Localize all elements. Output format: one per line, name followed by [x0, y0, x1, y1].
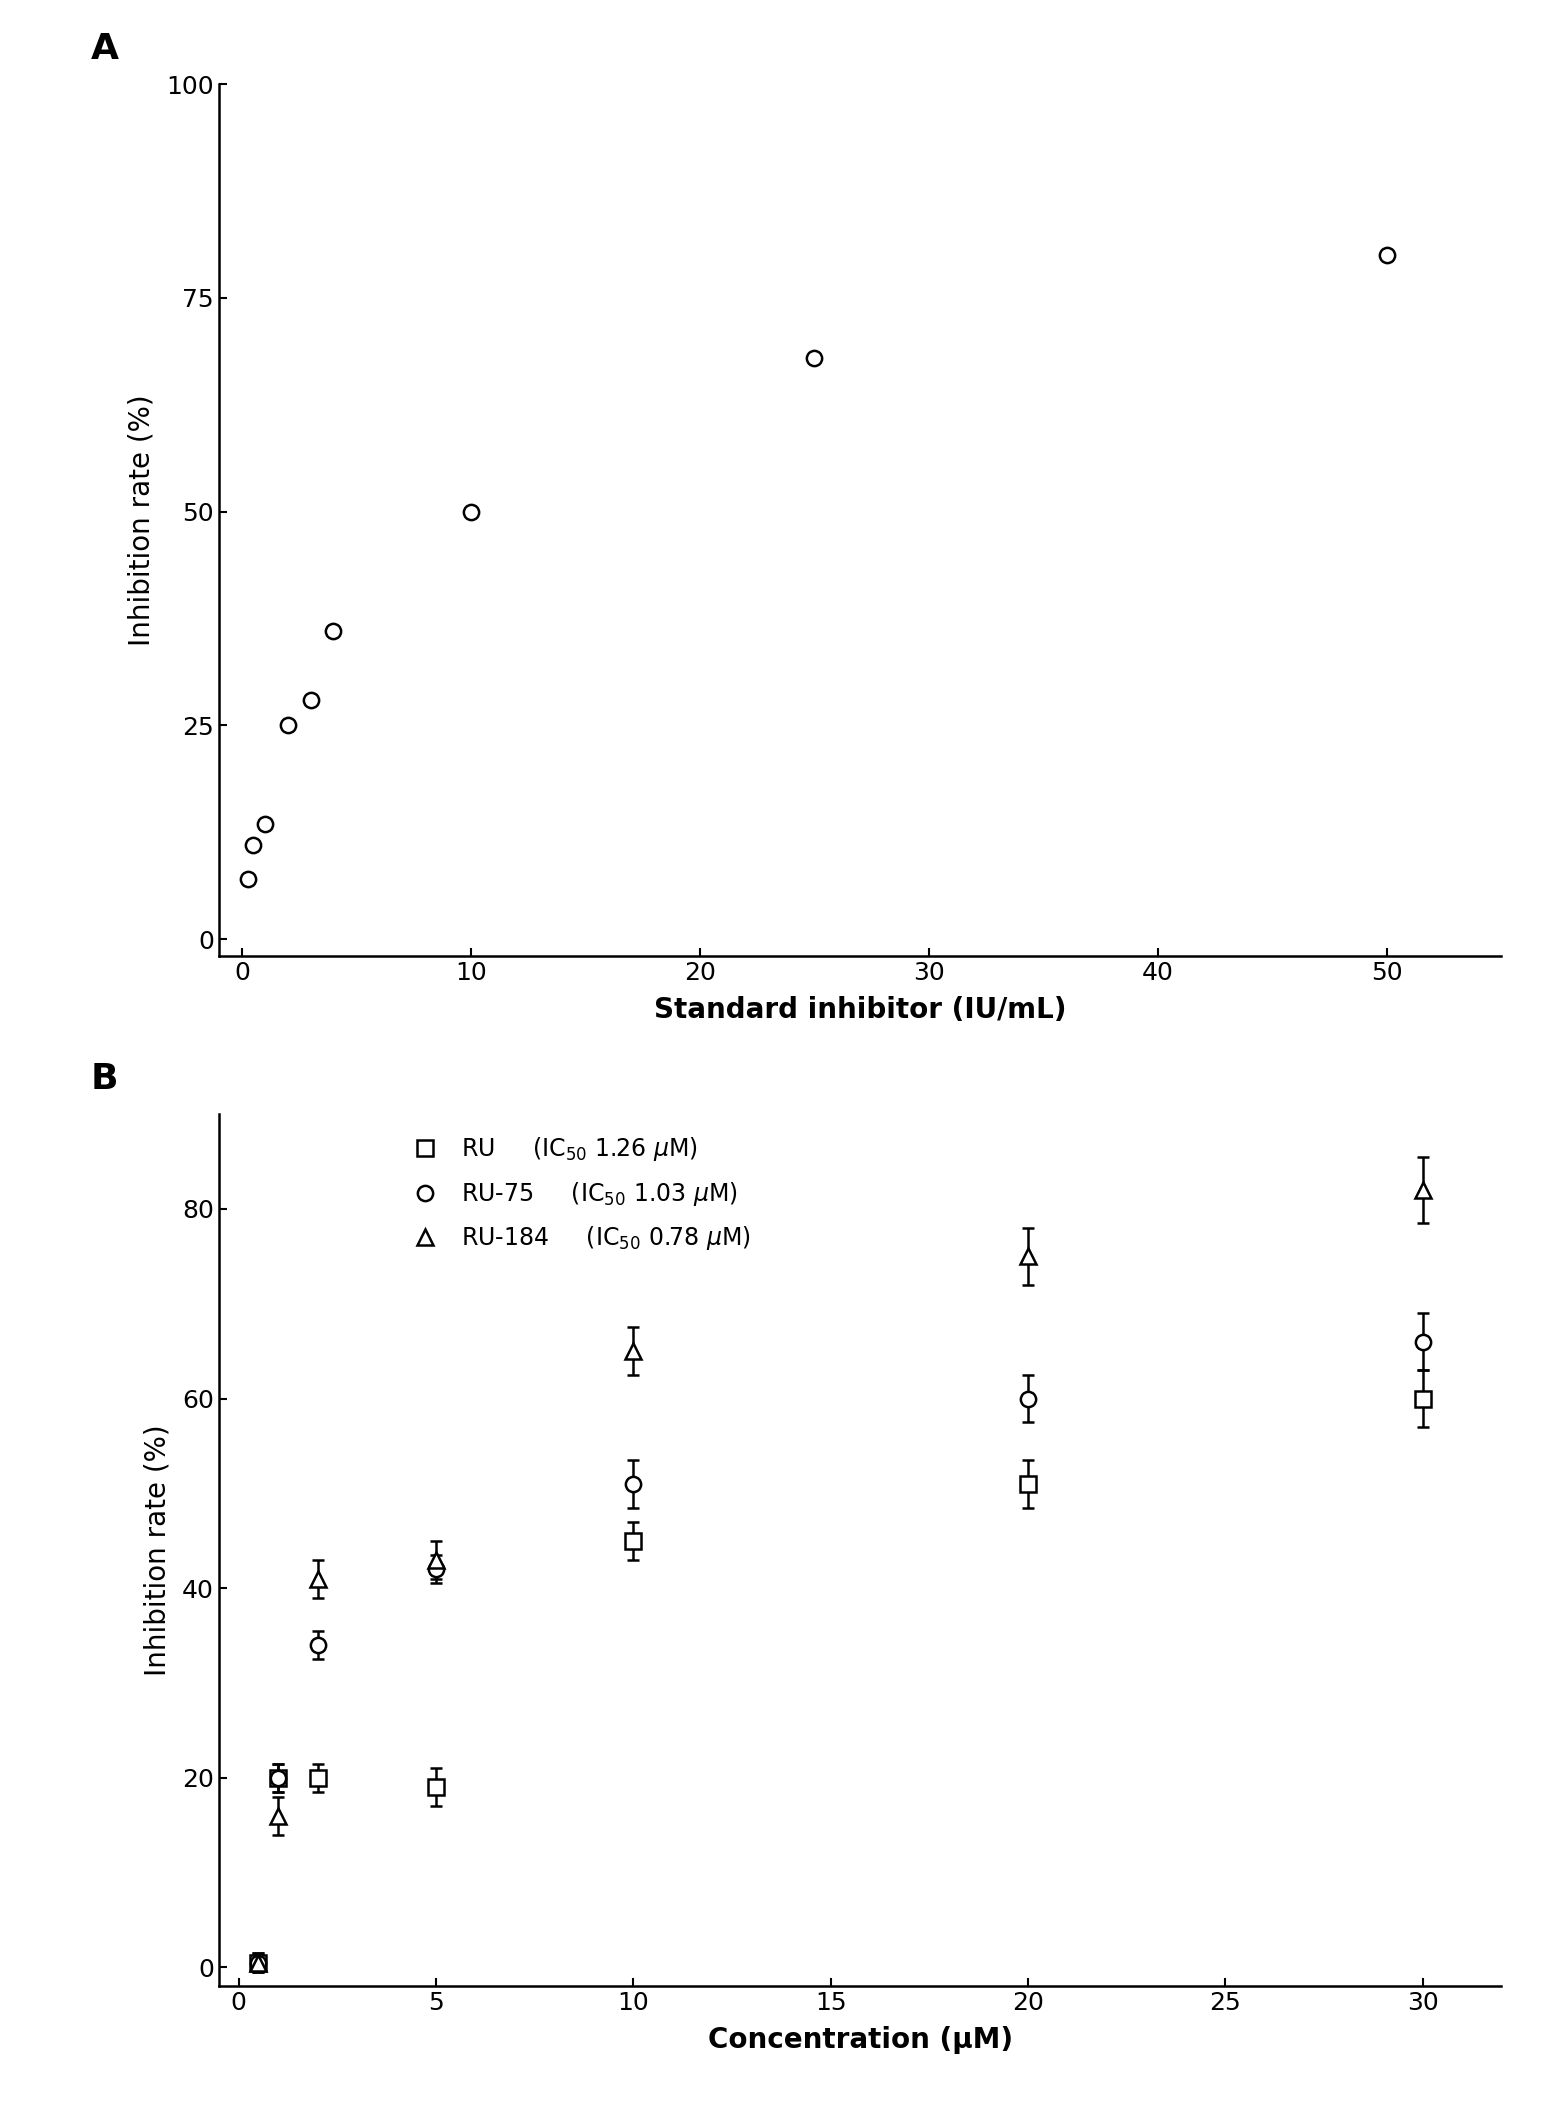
Legend: RU     (IC$_{50}$ 1.26 $\mu$M), RU-75     (IC$_{50}$ 1.03 $\mu$M), RU-184     (I: RU (IC$_{50}$ 1.26 $\mu$M), RU-75 (IC$_{…	[397, 1127, 760, 1261]
Y-axis label: Inhibition rate (%): Inhibition rate (%)	[127, 395, 155, 645]
Text: A: A	[91, 32, 119, 65]
Y-axis label: Inhibition rate (%): Inhibition rate (%)	[144, 1425, 170, 1675]
X-axis label: Concentration (μM): Concentration (μM)	[707, 2026, 1013, 2054]
X-axis label: Standard inhibitor (IU/mL): Standard inhibitor (IU/mL)	[654, 996, 1067, 1024]
Text: B: B	[91, 1062, 119, 1095]
